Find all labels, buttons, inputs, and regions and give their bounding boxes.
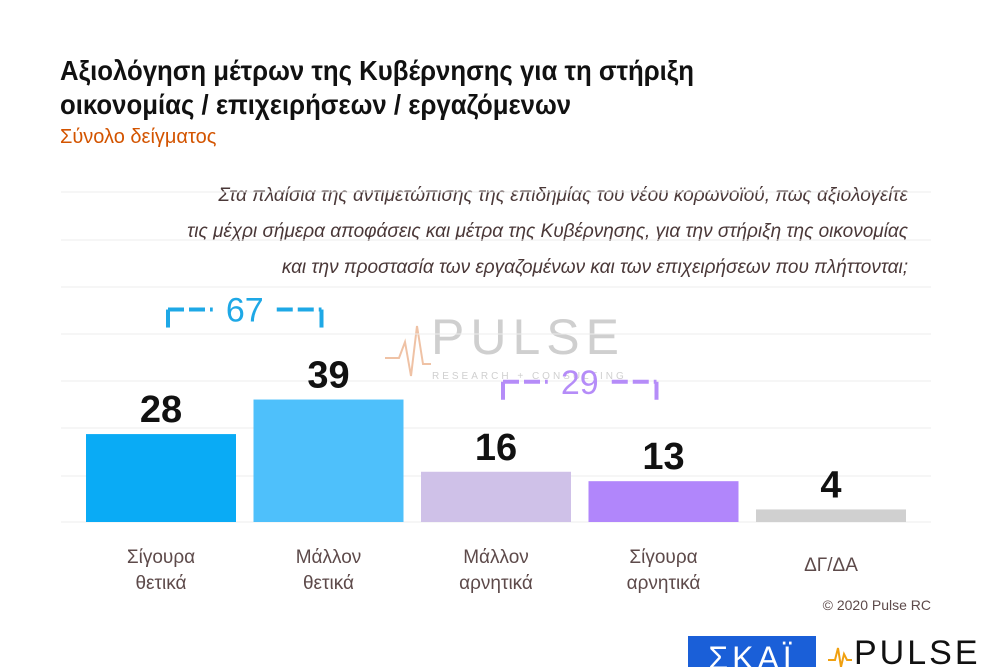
pulse-logo-text: PULSE <box>854 634 978 667</box>
survey-question-line3: και την προστασία των εργαζομένων και τω… <box>281 257 908 278</box>
category-label: Μάλλον <box>296 547 362 568</box>
bar <box>588 481 739 522</box>
bar-value-label: 39 <box>307 355 349 397</box>
bar <box>756 509 906 522</box>
bar <box>253 399 404 522</box>
bar <box>86 434 236 522</box>
group-total-label: 67 <box>226 292 264 330</box>
copyright-text: © 2020 Pulse RC <box>822 597 931 613</box>
category-label: Σίγουρα <box>127 547 195 568</box>
chart-title-line2: οικονομίας / επιχειρήσεων / εργαζόμενων <box>60 89 572 120</box>
chart-subtitle: Σύνολο δείγματος <box>60 126 217 148</box>
survey-question: Στα πλαίσια της αντιμετώπισης της επιδημ… <box>110 178 908 286</box>
category-label: αρνητικά <box>627 573 701 594</box>
watermark-word: PULSE <box>431 309 625 365</box>
group-total-label: 29 <box>561 364 599 402</box>
bar-value-label: 13 <box>642 436 684 478</box>
pulse-heartbeat-icon <box>828 647 852 667</box>
pulse-watermark: PULSE RESEARCH + CONSULTING <box>385 308 624 393</box>
bar-value-label: 16 <box>475 427 517 469</box>
skai-logo-text: ΣΚΑΪ <box>708 640 796 667</box>
watermark-subtext: RESEARCH + CONSULTING <box>432 371 627 382</box>
category-label: Σίγουρα <box>629 547 697 568</box>
survey-question-line1: Στα πλαίσια της αντιμετώπισης της επιδημ… <box>218 185 908 206</box>
skai-logo: ΣΚΑΪ <box>688 636 816 667</box>
pulse-logo: PULSE <box>828 632 978 667</box>
chart-title: Αξιολόγηση μέτρων της Κυβέρνησης για τη … <box>60 54 741 122</box>
bar-value-label: 28 <box>140 389 182 431</box>
category-label: Μάλλον <box>463 547 529 568</box>
heartbeat-icon <box>385 325 431 377</box>
category-label: θετικά <box>303 573 354 594</box>
chart-title-line1: Αξιολόγηση μέτρων της Κυβέρνησης για τη … <box>60 55 695 86</box>
category-label: θετικά <box>135 573 186 594</box>
category-label: ΔΓ/ΔΑ <box>804 555 858 576</box>
category-label: αρνητικά <box>459 573 533 594</box>
bar-value-label: 4 <box>820 464 841 506</box>
survey-question-line2: τις μέχρι σήμερα αποφάσεις και μέτρα της… <box>187 221 908 242</box>
bar <box>421 471 571 522</box>
